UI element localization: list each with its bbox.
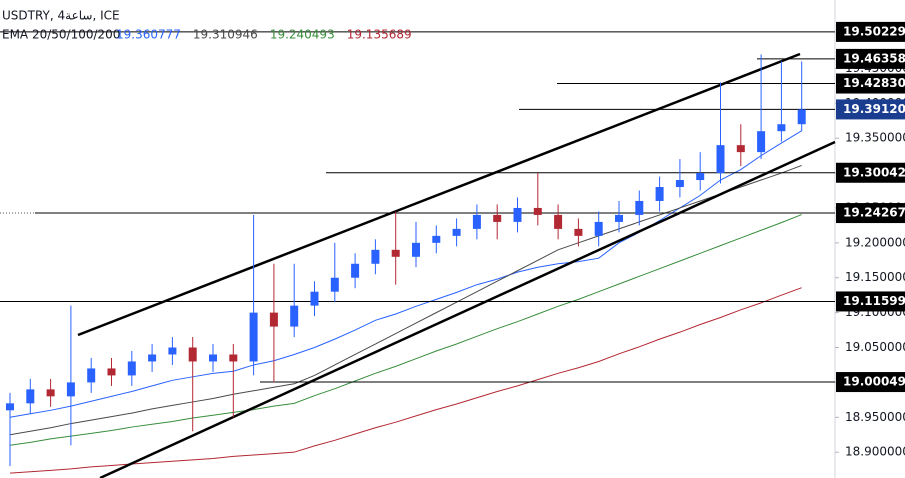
- candle-body: [330, 277, 339, 292]
- candle-body: [533, 207, 542, 215]
- candle-body: [107, 368, 116, 376]
- legend: USDTRY, 4ساعة, ICE EMA 20/50/100/200 19.…: [2, 9, 412, 42]
- chart-title: USDTRY, 4ساعة, ICE: [2, 9, 120, 23]
- candle-body: [148, 354, 157, 362]
- candle-body: [168, 347, 177, 355]
- candle-body: [412, 242, 420, 257]
- level-label-box: [836, 203, 905, 224]
- candle-body: [615, 214, 623, 222]
- candle-body: [554, 214, 563, 229]
- price-axis: 18.90000018.95000019.00000019.05000019.1…: [835, 21, 905, 459]
- indicator-label: EMA 20/50/100/200: [2, 28, 120, 42]
- y-tick-label: 19.350000: [845, 131, 905, 145]
- candle-body: [574, 228, 583, 236]
- candle-body: [66, 382, 75, 397]
- candle-body: [351, 263, 360, 278]
- level-label: 19.300425: [843, 165, 905, 179]
- ema-line: [9, 214, 802, 446]
- candle-body: [229, 354, 238, 362]
- candle-body: [249, 312, 258, 362]
- candle-body: [594, 221, 603, 236]
- candle-body: [6, 403, 14, 411]
- ema-line: [9, 287, 802, 474]
- y-tick-label: 19.050000: [845, 340, 905, 354]
- candle-body: [310, 291, 319, 306]
- candle-body: [757, 131, 766, 153]
- candle-body: [269, 312, 278, 327]
- candle-body: [493, 214, 502, 222]
- channel-upper: [77, 52, 801, 337]
- y-tick-label: 18.950000: [845, 410, 905, 424]
- current-price-box: [836, 99, 905, 120]
- level-label-box: [836, 291, 905, 312]
- candle-body: [432, 235, 441, 243]
- candle-body: [209, 354, 217, 362]
- candle-body: [777, 124, 786, 132]
- level-label-box: [836, 73, 905, 94]
- plot-area: [0, 31, 836, 478]
- candle-body: [26, 389, 35, 404]
- candle-body: [716, 145, 725, 174]
- ema-value: 19.310946: [193, 28, 258, 42]
- candle-body: [472, 214, 481, 229]
- level-label-box: [836, 372, 905, 393]
- candle-body: [188, 347, 197, 362]
- ema-value: 19.360777: [116, 28, 181, 42]
- level-label: 19.000499: [843, 375, 905, 389]
- candle-body: [513, 207, 522, 222]
- ema-line: [9, 164, 802, 436]
- candle-body: [696, 173, 705, 181]
- level-label: 19.463586: [843, 51, 905, 65]
- y-tick-label: 19.200000: [845, 235, 905, 249]
- candle-body: [391, 249, 400, 257]
- candle-body: [46, 389, 55, 397]
- level-label: 19.502292: [843, 24, 905, 38]
- ema-value: 19.240493: [270, 28, 335, 42]
- ema-line: [9, 130, 802, 418]
- candle-body: [736, 145, 745, 153]
- candle-body: [127, 361, 136, 376]
- candle-body: [635, 200, 644, 215]
- y-tick-label: 19.150000: [845, 270, 905, 284]
- candle-body: [655, 187, 664, 201]
- level-label: 19.242675: [843, 206, 905, 220]
- candle-body: [797, 109, 806, 125]
- candle-body: [452, 228, 461, 236]
- candle-body: [675, 180, 684, 188]
- candle-body: [290, 305, 299, 327]
- level-label: 19.428304: [843, 76, 905, 90]
- level-label-box: [836, 21, 905, 42]
- y-tick-label: 18.900000: [845, 445, 905, 459]
- candle-body: [371, 249, 380, 264]
- ema-value: 19.135689: [347, 28, 412, 42]
- level-label-box: [836, 162, 905, 183]
- level-label-box: [836, 48, 905, 69]
- current-price-label: 19.391200: [843, 102, 905, 116]
- channel-lower: [99, 140, 836, 478]
- level-label: 19.115999: [843, 294, 905, 308]
- candle-body: [87, 368, 96, 383]
